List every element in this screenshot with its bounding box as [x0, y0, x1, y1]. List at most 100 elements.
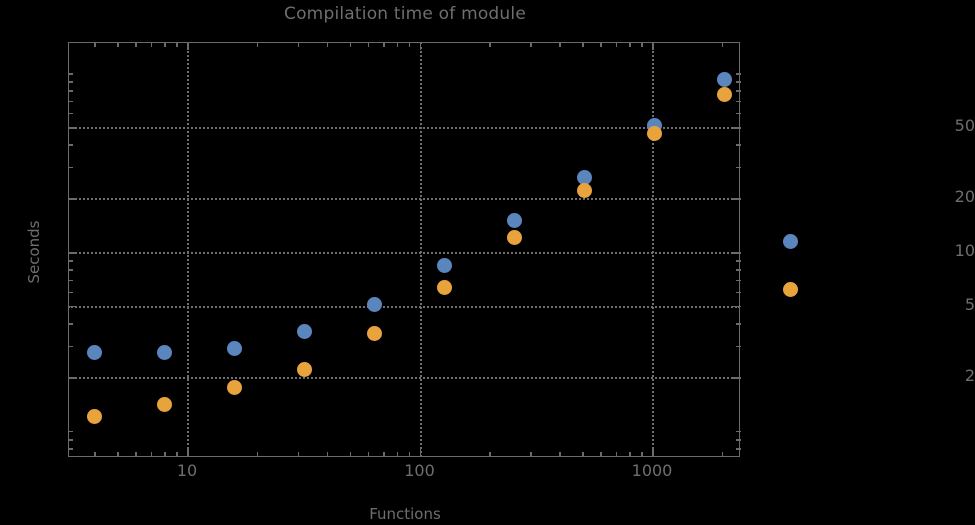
x-tick-major — [187, 449, 189, 457]
y-gridline — [68, 305, 740, 308]
x-tick-label: 10 — [176, 461, 198, 480]
x-axis-label: Functions — [369, 505, 441, 523]
y-tick-minor-right — [736, 112, 741, 115]
x-tick-minor-top — [530, 42, 532, 47]
data-point-series-orange — [506, 230, 522, 246]
x-tick-minor — [641, 452, 643, 457]
y-gridline — [68, 198, 740, 201]
x-tick-minor-top — [721, 42, 724, 47]
y-tick-minor — [68, 279, 73, 282]
y-tick-minor — [68, 73, 73, 75]
y-tick-minor-right — [736, 90, 741, 92]
y-gridline — [68, 127, 740, 129]
x-tick-minor-top — [408, 42, 411, 47]
y-gridline — [68, 252, 740, 254]
x-tick-minor — [367, 452, 370, 457]
data-point-series-orange — [436, 280, 452, 296]
y-tick-minor — [68, 144, 73, 146]
y-tick-label: 20 — [954, 187, 975, 207]
x-tick-major-top — [187, 42, 189, 50]
data-point-series-blue — [296, 323, 312, 339]
x-tick-minor — [600, 452, 602, 457]
x-tick-major — [652, 449, 654, 457]
x-tick-minor-top — [383, 42, 385, 47]
y-tick-major-right — [733, 305, 741, 308]
y-tick-minor-right — [736, 430, 741, 433]
y-tick-minor — [68, 323, 73, 325]
x-tick-major-top — [419, 42, 421, 50]
y-tick-minor — [68, 100, 73, 103]
x-tick-minor — [559, 452, 561, 457]
x-tick-label: 1000 — [631, 461, 673, 480]
x-tick-minor — [721, 452, 724, 457]
outside-orange-point — [782, 281, 798, 297]
y-tick-label: 5 — [964, 294, 975, 314]
x-tick-minor — [297, 452, 300, 457]
x-tick-major — [419, 449, 421, 457]
y-tick-major-right — [733, 252, 741, 254]
y-tick-minor — [68, 430, 73, 433]
data-point-series-blue — [576, 170, 592, 186]
x-tick-minor — [582, 452, 584, 457]
y-tick-minor — [68, 260, 73, 262]
x-tick-minor — [164, 452, 166, 457]
x-tick-minor-top — [135, 42, 137, 47]
x-tick-minor-top — [489, 42, 491, 47]
y-tick-major — [68, 305, 76, 308]
x-tick-minor-top — [559, 42, 561, 47]
x-tick-minor-top — [117, 42, 119, 47]
y-tick-label: 10 — [954, 241, 975, 260]
y-tick-minor — [68, 166, 73, 169]
x-gridline — [652, 42, 654, 457]
y-tick-minor-right — [736, 345, 741, 347]
x-tick-minor-top — [150, 42, 153, 47]
y-tick-minor — [68, 112, 73, 115]
y-tick-minor-right — [736, 100, 741, 103]
x-tick-minor-top — [396, 42, 399, 47]
y-tick-major-right — [733, 198, 741, 200]
page-title: Compilation time of module — [284, 4, 526, 24]
y-tick-minor — [68, 81, 73, 83]
x-gridline — [419, 42, 422, 457]
y-tick-minor — [68, 269, 73, 271]
y-tick-minor-right — [736, 144, 741, 146]
y-tick-major-right — [733, 127, 741, 129]
x-tick-minor — [530, 452, 532, 457]
y-tick-major-right — [733, 377, 741, 379]
y-tick-minor-right — [736, 269, 741, 271]
x-tick-minor-top — [164, 42, 166, 47]
y-tick-label: 2 — [964, 366, 975, 385]
plot-frame — [68, 42, 740, 457]
y-gridline — [68, 377, 740, 379]
x-gridline — [187, 42, 189, 457]
y-tick-minor — [68, 345, 73, 347]
y-tick-minor-right — [736, 81, 741, 83]
data-point-series-blue — [506, 213, 522, 228]
y-tick-minor-right — [736, 166, 741, 169]
y-tick-minor-right — [736, 73, 741, 75]
outside-blue-point — [782, 233, 798, 249]
x-tick-minor — [94, 452, 96, 457]
x-tick-minor — [349, 452, 351, 457]
data-point-series-blue — [366, 296, 382, 312]
x-tick-minor-top — [367, 42, 370, 47]
data-point-series-orange — [226, 379, 242, 395]
data-point-series-orange — [366, 326, 382, 342]
x-tick-minor-top — [582, 42, 584, 47]
data-point-series-orange — [156, 397, 172, 413]
x-tick-minor — [256, 452, 259, 457]
data-point-series-blue — [86, 344, 102, 360]
y-tick-minor — [68, 291, 73, 294]
y-tick-minor — [68, 448, 73, 450]
x-tick-minor — [489, 452, 491, 457]
x-tick-label: 100 — [404, 461, 435, 480]
y-tick-minor — [68, 90, 73, 92]
y-axis-label: Seconds — [25, 220, 43, 284]
x-tick-minor-top — [641, 42, 643, 47]
x-tick-minor-top — [94, 42, 96, 47]
y-tick-major — [68, 252, 76, 254]
y-tick-minor — [68, 439, 73, 441]
x-tick-minor — [176, 452, 178, 457]
x-tick-minor-top — [256, 42, 259, 47]
